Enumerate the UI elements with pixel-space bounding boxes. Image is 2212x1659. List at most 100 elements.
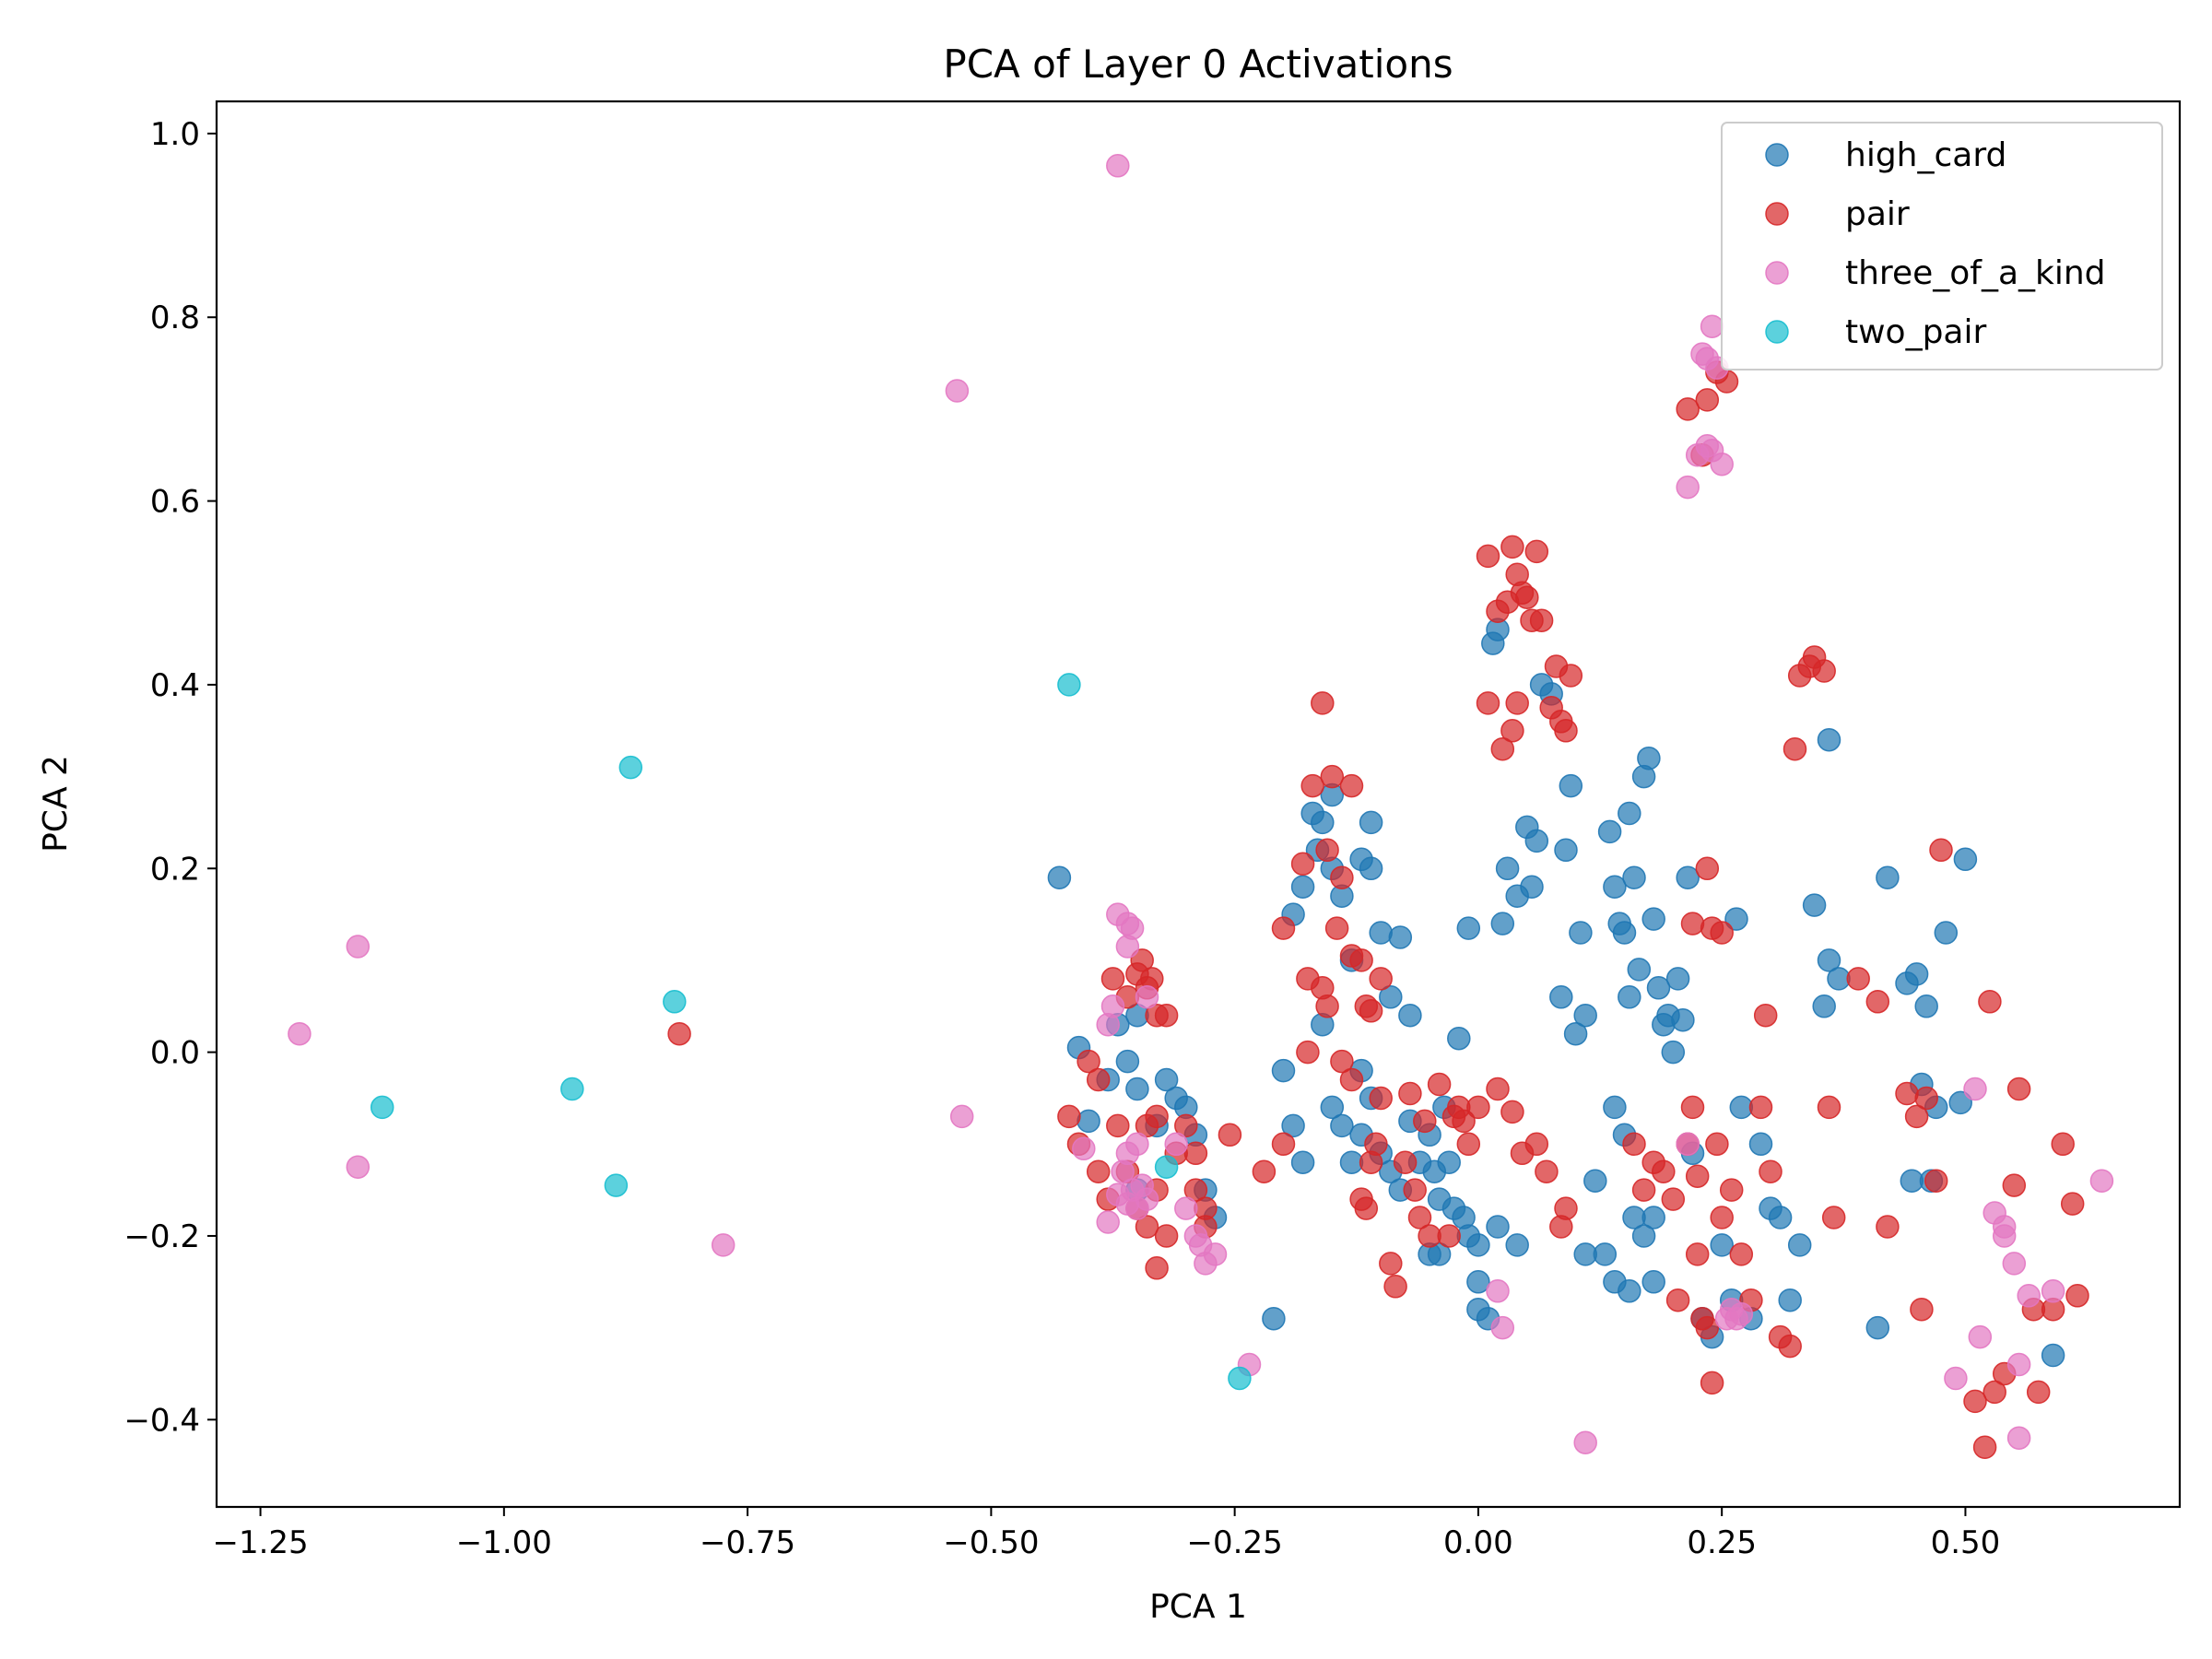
point-pair-87 (1559, 664, 1583, 688)
point-pair-151 (1271, 1132, 1296, 1157)
point-high_card-66 (1554, 838, 1578, 863)
point-pair-117 (1759, 1159, 1783, 1183)
point-high_card-53 (1466, 1270, 1490, 1294)
point-pair-116 (1753, 1003, 1778, 1028)
y-tick-label: −0.4 (124, 1402, 200, 1439)
point-high_card-81 (1637, 746, 1661, 771)
point-high_card-79 (1627, 958, 1652, 982)
point-high_card-103 (1802, 893, 1827, 917)
point-pair-58 (1403, 1178, 1427, 1202)
point-high_card-108 (1865, 1315, 1890, 1340)
point-pair-128 (1865, 990, 1890, 1014)
point-three_of_a_kind-25 (1174, 1196, 1198, 1220)
point-high_card-130 (1641, 1206, 1665, 1230)
point-pair-88 (1486, 1077, 1510, 1101)
point-pair-124 (1812, 659, 1836, 683)
point-pair-33 (1311, 691, 1335, 715)
point-pair-54 (1379, 1252, 1403, 1276)
point-pair-146 (2051, 1132, 2075, 1157)
point-pair-50 (1354, 1196, 1379, 1220)
point-pair-141 (2002, 1173, 2027, 1197)
point-pair-139 (1983, 1380, 2006, 1405)
point-pair-14 (1154, 1003, 1179, 1028)
point-pair-60 (1413, 1109, 1437, 1134)
point-pair-69 (1476, 691, 1500, 715)
point-pair-105 (1665, 1288, 1690, 1312)
y-tick-label: 0.8 (150, 300, 200, 336)
point-three_of_a_kind-1 (945, 379, 970, 403)
point-high_card-27 (1359, 856, 1383, 881)
point-pair-68 (1466, 1095, 1490, 1120)
point-three_of_a_kind-56 (2006, 1352, 2031, 1377)
point-high_card-73 (1597, 819, 1622, 844)
point-three_of_a_kind-24 (1164, 1132, 1188, 1157)
point-pair-159 (1183, 1141, 1208, 1166)
point-high_card-114 (1914, 994, 1938, 1018)
point-pair-112 (1719, 1178, 1744, 1202)
points-layer (288, 154, 2114, 1459)
point-three_of_a_kind-55 (2002, 1252, 2027, 1276)
point-pair-38 (1339, 773, 1364, 798)
point-high_card-127 (1290, 1150, 1315, 1174)
point-pair-30 (1290, 852, 1315, 877)
point-pair-156 (1685, 1164, 1710, 1188)
point-high_card-101 (1778, 1288, 1802, 1312)
point-three_of_a_kind-57 (2006, 1426, 2031, 1450)
point-pair-48 (1339, 1067, 1364, 1092)
point-pair-136 (1963, 1389, 1987, 1414)
point-three_of_a_kind-15 (1125, 1132, 1149, 1157)
point-pair-127 (1846, 967, 1870, 991)
point-three_of_a_kind-41 (1710, 452, 1734, 477)
point-three_of_a_kind-31 (1072, 1136, 1096, 1161)
point-three_of_a_kind-47 (1729, 1301, 1754, 1326)
legend-label-three_of_a_kind: three_of_a_kind (1845, 254, 2106, 292)
point-pair-111 (1710, 1206, 1734, 1230)
point-high_card-96 (1729, 1095, 1754, 1120)
point-three_of_a_kind-54 (1992, 1224, 2017, 1248)
point-pair-22 (1174, 1113, 1198, 1138)
point-high_card-117 (1934, 921, 1959, 945)
point-high_card-18 (1290, 875, 1315, 899)
point-pair-126 (1821, 1206, 1846, 1230)
point-pair-43 (1296, 1040, 1320, 1065)
legend-marker-pair (1765, 202, 1789, 226)
x-tick-label: 0.25 (1687, 1524, 1757, 1561)
point-three_of_a_kind-4 (346, 1155, 371, 1179)
point-high_card-105 (1817, 948, 1841, 972)
x-tick-label: −0.25 (1187, 1524, 1283, 1561)
x-axis: −1.25 −1.00 −0.75 −0.50 −0.25 0.00 0.25 0.50 (212, 1507, 2000, 1561)
legend-marker-three_of_a_kind (1765, 261, 1789, 285)
point-high_card-83 (1646, 976, 1671, 1000)
point-pair-56 (1393, 1150, 1418, 1174)
y-tick-label: −0.2 (124, 1218, 200, 1255)
legend-label-two_pair: two_pair (1845, 313, 1986, 351)
point-high_card-82 (1641, 907, 1665, 931)
point-pair-103 (1710, 921, 1734, 945)
point-pair-36 (1330, 865, 1354, 889)
point-pair-158 (1135, 1113, 1159, 1138)
point-high_card-65 (1549, 985, 1573, 1009)
point-pair-125 (1817, 1095, 1841, 1120)
point-pair-1 (1057, 1104, 1081, 1129)
point-high_card-78 (1622, 865, 1646, 889)
point-high_card-50 (1447, 1026, 1471, 1051)
point-pair-62 (1427, 1072, 1452, 1097)
point-high_card-137 (1622, 1206, 1646, 1230)
point-pair-29 (1271, 916, 1296, 940)
point-three_of_a_kind-2 (288, 1021, 312, 1046)
point-high_card-106 (1817, 727, 1841, 752)
point-pair-110 (1705, 1132, 1729, 1157)
point-pair-74 (1500, 535, 1524, 559)
y-tick-label: 0.4 (150, 667, 200, 704)
point-three_of_a_kind-5 (711, 1233, 735, 1257)
point-pair-155 (1641, 1150, 1665, 1174)
point-pair-147 (2060, 1192, 2085, 1216)
point-high_card-9 (1154, 1067, 1179, 1092)
point-high_card-35 (1330, 1113, 1354, 1138)
point-high_card-7 (1125, 1077, 1149, 1101)
point-high_card-15 (1262, 1306, 1286, 1331)
point-pair-148 (2065, 1284, 2089, 1308)
point-high_card-68 (1563, 1021, 1588, 1046)
point-high_card-32 (1398, 1003, 1422, 1028)
point-pair-63 (1437, 1224, 1461, 1248)
